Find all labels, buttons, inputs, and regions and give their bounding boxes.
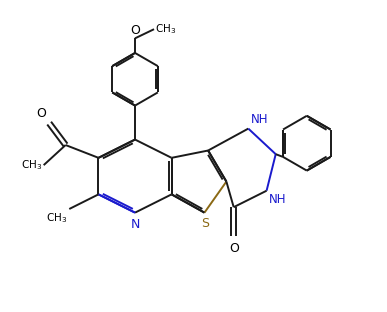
Text: O: O <box>130 24 140 37</box>
Text: CH$_3$: CH$_3$ <box>156 22 177 36</box>
Text: O: O <box>36 107 46 120</box>
Text: NH: NH <box>250 113 268 126</box>
Text: S: S <box>201 217 209 230</box>
Text: NH: NH <box>269 193 286 206</box>
Text: CH$_3$: CH$_3$ <box>21 158 42 172</box>
Text: O: O <box>229 242 239 255</box>
Text: CH$_3$: CH$_3$ <box>46 211 67 225</box>
Text: N: N <box>130 218 140 231</box>
